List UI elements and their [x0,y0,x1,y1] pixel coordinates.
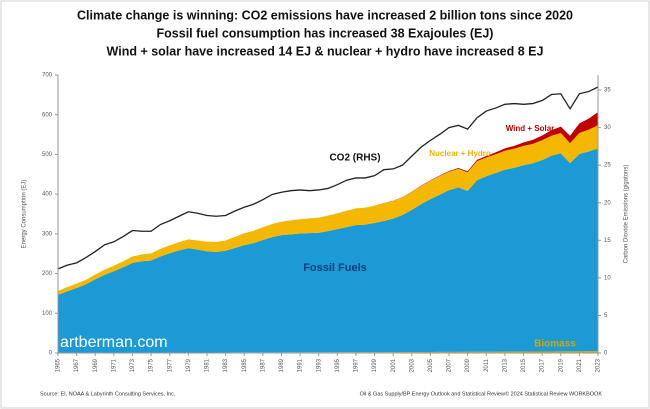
x-tick-label: 1969 [93,358,99,372]
area [58,148,598,353]
x-tick-label: 2013 [502,358,508,372]
x-tick-label: 1985 [242,358,248,372]
y2-tick-label: 0 [604,351,608,357]
series-label: Nuclear + Hydro [429,149,491,158]
y2-tick-label: 10 [604,275,611,281]
chart-subtitle: Fossil fuel consumption has increased 38… [157,26,494,40]
y-tick-label: 400 [42,192,53,198]
y-tick-label: 100 [42,311,53,317]
x-tick-label: 2011 [484,358,490,372]
series-label: Biomass [534,339,576,350]
y2-tick-label: 25 [604,163,611,169]
x-tick-label: 1965 [56,358,62,372]
y-tick-label: 200 [42,271,53,277]
x-tick-label: 1967 [74,358,80,372]
y2-tick-label: 30 [604,125,611,131]
series-label: Fossil Fuels [303,262,367,274]
y2-tick-label: 35 [604,88,611,94]
x-tick-label: 1995 [335,358,341,372]
x-tick-label: 1979 [186,358,192,372]
watermark: artberman.com [60,334,168,351]
line [57,86,599,270]
series-label: CO2 (RHS) [329,153,380,164]
x-tick-label: 2017 [540,358,546,372]
x-tick-label: 2005 [428,358,434,372]
x-tick-label: 2007 [447,358,453,372]
y2-tick-label: 15 [604,238,611,244]
x-tick-label: 2019 [558,358,564,372]
x-tick-label: 2023 [596,358,602,372]
x-tick-label: 1989 [279,358,285,372]
x-tick-label: 2003 [409,358,415,372]
x-tick-label: 1997 [354,358,360,372]
x-tick-label: 1971 [111,358,117,372]
chart-title: Climate change is winning: CO2 emissions… [77,8,573,22]
y2-tick-label: 20 [604,200,611,206]
x-tick-label: 1983 [223,358,229,372]
x-tick-label: 1991 [298,358,304,372]
y-tick-label: 500 [42,152,53,158]
x-tick-label: 1999 [372,358,378,372]
y-tick-label: 300 [42,231,53,237]
x-tick-label: 1987 [260,358,266,372]
x-tick-label: 2009 [465,358,471,372]
x-tick-label: 1977 [167,358,173,372]
source: Source: EI, NOAA & Labyrinth Consulting … [40,391,176,397]
y-axis-title: Energy Consumption (EJ) [22,180,28,249]
series-label: Wind + Solar [506,124,555,133]
y-tick-label: 0 [49,351,53,357]
x-tick-label: 2001 [391,358,397,372]
y-tick-label: 600 [42,112,53,118]
area [58,125,598,295]
x-tick-label: 2021 [577,358,583,372]
x-tick-label: 1973 [130,358,136,372]
x-tick-label: 2015 [521,358,527,372]
x-tick-label: 1975 [149,358,155,372]
x-tick-label: 1993 [316,358,322,372]
y2-axis-title: Carbon Dioxide Emissions (gigatons) [624,165,630,264]
chart-subtitle: Wind + solar have increased 14 EJ & nucl… [107,44,544,58]
y-tick-label: 700 [42,73,53,79]
source: Oil & Gas Supply/BP Energy Outlook and S… [360,390,603,397]
y2-tick-label: 5 [604,313,608,319]
x-tick-label: 1981 [205,358,211,372]
